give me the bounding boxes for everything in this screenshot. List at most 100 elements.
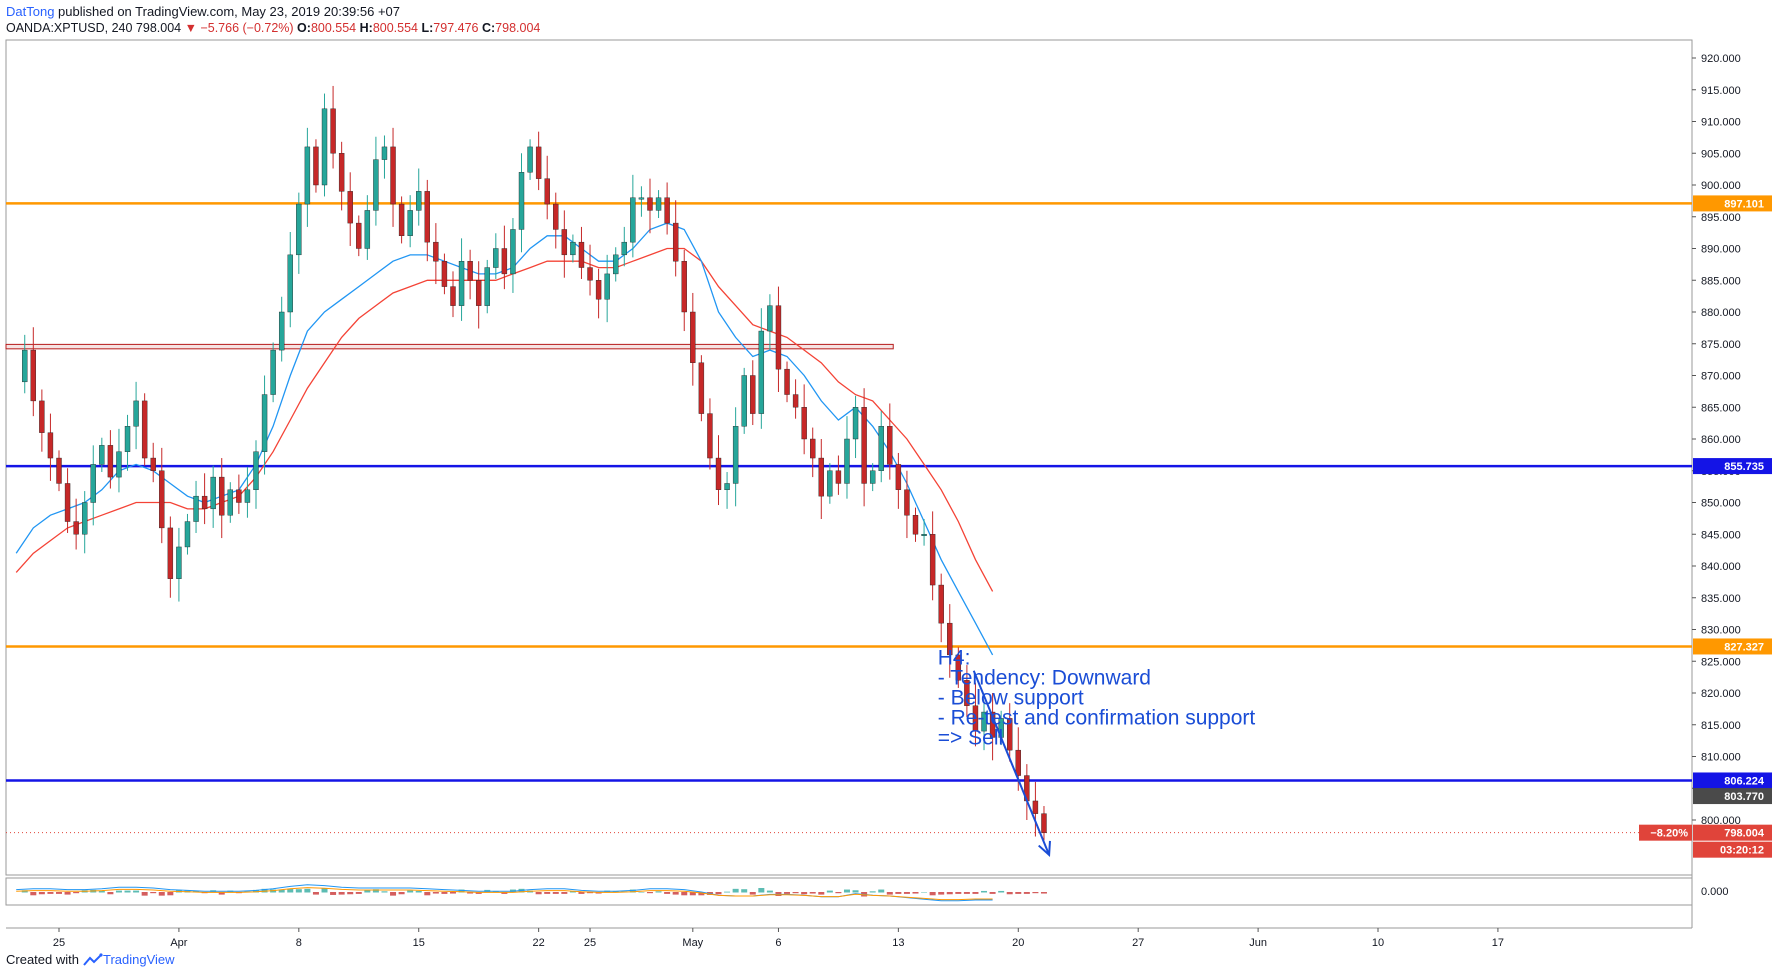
candle xyxy=(73,498,79,550)
candle xyxy=(792,379,799,419)
candle-body xyxy=(124,426,131,452)
candle xyxy=(433,223,439,285)
price-tick-label: 915.000 xyxy=(1701,85,1741,97)
candle-body xyxy=(681,261,687,313)
histogram-bar xyxy=(646,892,653,894)
price-tick-label: 815.000 xyxy=(1701,720,1741,732)
histogram-bar xyxy=(304,888,311,893)
countdown-tag xyxy=(1693,841,1772,858)
candle-body xyxy=(955,654,962,681)
histogram-bar xyxy=(501,892,508,894)
histogram-bar xyxy=(929,892,936,896)
tradingview-logo[interactable]: TradingView xyxy=(83,952,175,967)
author-link[interactable]: DatTong xyxy=(6,4,55,19)
line-price-label: 803.770 xyxy=(1724,791,1764,803)
candle-body xyxy=(595,280,602,300)
price-change: ▼ −5.766 (−0.72%) xyxy=(184,21,294,35)
candle xyxy=(887,403,893,480)
candle xyxy=(955,647,962,688)
candle xyxy=(201,473,208,525)
candle xyxy=(30,327,37,417)
candle xyxy=(655,190,662,219)
candle-body xyxy=(458,261,465,306)
candle-body xyxy=(304,146,311,205)
candle-body xyxy=(904,489,910,516)
candle xyxy=(647,178,653,234)
histogram-bar xyxy=(809,892,816,894)
candle xyxy=(81,491,88,554)
histogram-bar xyxy=(261,888,268,893)
candle xyxy=(578,226,585,279)
publish-date: published on TradingView.com, May 23, 20… xyxy=(58,4,401,19)
candle xyxy=(938,573,944,643)
histogram-bar xyxy=(895,892,902,894)
histogram-bar xyxy=(963,892,970,894)
candle xyxy=(373,136,379,226)
histogram-bar xyxy=(766,890,773,893)
price-tick-label: 910.000 xyxy=(1701,117,1741,129)
histogram-bar xyxy=(843,889,850,893)
candle-body xyxy=(219,476,225,516)
candle xyxy=(595,268,602,319)
candle-body xyxy=(912,515,919,535)
histogram-bar xyxy=(347,892,354,895)
price-tick-label: 870.000 xyxy=(1701,371,1741,383)
price-tick-label: 895.000 xyxy=(1701,212,1741,224)
high-label: H: xyxy=(359,21,373,35)
candle xyxy=(621,226,627,267)
candle-body xyxy=(664,197,670,224)
candle xyxy=(741,367,747,434)
histogram-bar xyxy=(715,892,722,895)
histogram-bar xyxy=(784,892,791,894)
histogram-bar xyxy=(612,890,619,893)
open-value: 800.554 xyxy=(310,21,357,35)
histogram-bar xyxy=(989,892,996,894)
histogram-bar xyxy=(150,892,157,894)
time-tick-label: 27 xyxy=(1132,937,1144,949)
histogram-bar xyxy=(886,892,893,895)
change-pct-label: −8.20% xyxy=(1650,828,1688,840)
candle xyxy=(869,463,876,492)
candle xyxy=(784,361,790,403)
histogram-bar xyxy=(1006,892,1013,895)
candle-body xyxy=(1015,749,1021,776)
candle xyxy=(827,463,833,504)
candle xyxy=(390,127,396,227)
candle-body xyxy=(364,210,371,249)
histogram-bar xyxy=(372,889,379,893)
trend-arrow-head xyxy=(1038,840,1051,858)
histogram-bar xyxy=(312,892,319,895)
annotation-line: - Below support xyxy=(938,686,1084,709)
candle-body xyxy=(690,311,696,363)
line-price-tag xyxy=(1693,788,1772,805)
candle-body xyxy=(47,432,54,459)
candle-body xyxy=(261,394,268,452)
candle-body xyxy=(390,146,396,205)
candle xyxy=(767,294,773,351)
candle-body xyxy=(672,222,679,262)
candle xyxy=(236,474,242,514)
candle-body xyxy=(73,521,79,535)
signal-line xyxy=(16,887,993,901)
candle xyxy=(458,238,465,321)
symbol-name[interactable]: OANDA:XPTUSD, 240 xyxy=(6,21,133,35)
candle-body xyxy=(1041,813,1047,833)
candle xyxy=(338,141,345,211)
price-tick-label: 820.000 xyxy=(1701,688,1741,700)
candle-body xyxy=(150,457,156,471)
candle xyxy=(535,131,542,191)
histogram-bar xyxy=(732,888,739,893)
candle-body xyxy=(630,197,636,243)
candle xyxy=(330,85,336,169)
chart-header: DatTong published on TradingView.com, Ma… xyxy=(0,0,1775,40)
candle-body xyxy=(107,445,114,478)
candle-body xyxy=(184,521,191,548)
time-tick-label: 17 xyxy=(1492,937,1504,949)
candle xyxy=(732,407,739,507)
chart-footer: Created with TradingView xyxy=(6,952,175,967)
created-with-text: Created with xyxy=(6,952,79,967)
histogram-bar xyxy=(946,892,953,895)
candle-body xyxy=(638,197,645,200)
histogram-bar xyxy=(878,889,885,893)
